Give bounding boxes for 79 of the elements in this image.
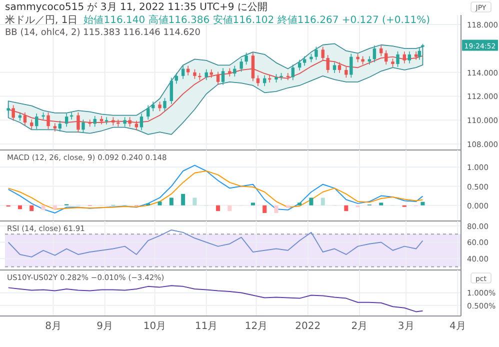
x-tick-label: 12月 xyxy=(244,321,268,332)
candlestick xyxy=(128,116,132,128)
candlestick xyxy=(326,54,330,74)
candlestick xyxy=(64,113,68,128)
bar xyxy=(41,205,46,210)
bar xyxy=(216,205,220,212)
candlestick xyxy=(314,46,318,60)
bar xyxy=(309,198,314,206)
x-tick-label: 2月 xyxy=(351,321,368,332)
candlestick xyxy=(30,119,34,130)
candlestick xyxy=(12,104,15,122)
candlestick xyxy=(134,120,138,131)
bar xyxy=(344,205,348,212)
annotation: BB (14, ohlc4, 2) 115.383 116.146 114.620 xyxy=(5,28,201,38)
candlestick xyxy=(123,116,126,128)
bar xyxy=(52,205,57,210)
bar xyxy=(30,205,34,212)
x-tick-label: 2022 xyxy=(295,321,321,332)
candlestick xyxy=(418,47,421,60)
bar xyxy=(274,205,278,213)
candlestick xyxy=(82,119,85,134)
candlestick xyxy=(186,65,190,76)
candlestick xyxy=(240,58,243,72)
candlestick xyxy=(244,52,248,65)
candlestick xyxy=(402,51,406,64)
x-tick-label: 11月 xyxy=(195,321,218,332)
candlestick xyxy=(350,53,353,78)
x-tick-label: 9月 xyxy=(96,321,114,332)
bar xyxy=(228,205,232,212)
candlestick xyxy=(23,112,27,126)
candlestick xyxy=(216,71,220,86)
line-series xyxy=(8,164,424,214)
line-series xyxy=(8,170,424,210)
candlestick xyxy=(170,77,174,104)
candlestick xyxy=(158,101,162,112)
candlestick xyxy=(58,120,62,132)
candlestick xyxy=(251,52,255,82)
bar xyxy=(181,194,186,206)
candlestick xyxy=(35,113,38,130)
candlestick xyxy=(181,65,185,80)
chart-title: 米ドル／円, 1日 xyxy=(5,15,78,26)
bar xyxy=(250,202,255,206)
candlestick xyxy=(221,68,225,86)
bar xyxy=(320,198,325,206)
bar xyxy=(192,198,197,206)
x-tick-label: 3月 xyxy=(398,321,414,332)
x-tick-label: 10月 xyxy=(143,321,166,332)
candlestick xyxy=(338,62,342,74)
x-tick-label: 8月 xyxy=(45,321,62,332)
candlestick xyxy=(302,56,306,66)
candlestick xyxy=(344,66,348,78)
bar xyxy=(420,202,425,206)
candlestick xyxy=(193,68,196,80)
candlestick xyxy=(396,51,400,68)
candlestick xyxy=(408,51,412,64)
bar xyxy=(286,205,290,208)
candlestick xyxy=(163,98,166,112)
candlestick xyxy=(332,62,336,74)
candlestick xyxy=(76,112,80,134)
line-series xyxy=(8,285,424,312)
candlestick xyxy=(140,113,144,131)
bar xyxy=(298,202,302,206)
bar xyxy=(169,198,174,206)
candlestick xyxy=(372,45,376,63)
candlestick xyxy=(152,101,155,112)
bar xyxy=(158,202,162,206)
candlestick xyxy=(233,65,236,77)
candlestick xyxy=(46,112,50,130)
bar xyxy=(18,205,22,210)
candlestick xyxy=(384,50,388,65)
text: sammycoco515 が 3月 11, 2022 11:35 UTC+9 に公開 xyxy=(5,1,268,13)
bar xyxy=(262,205,267,213)
candlestick xyxy=(104,116,108,125)
candlestick xyxy=(291,64,295,81)
candlestick xyxy=(321,46,324,62)
x-tick-label: 4月 xyxy=(449,321,466,332)
candlestick xyxy=(146,104,150,120)
chart-subtitle: 始値116.140 高値116.386 安値116.102 終値116.267 +0.127 (+0.11%) xyxy=(84,14,430,26)
bar xyxy=(379,202,384,206)
